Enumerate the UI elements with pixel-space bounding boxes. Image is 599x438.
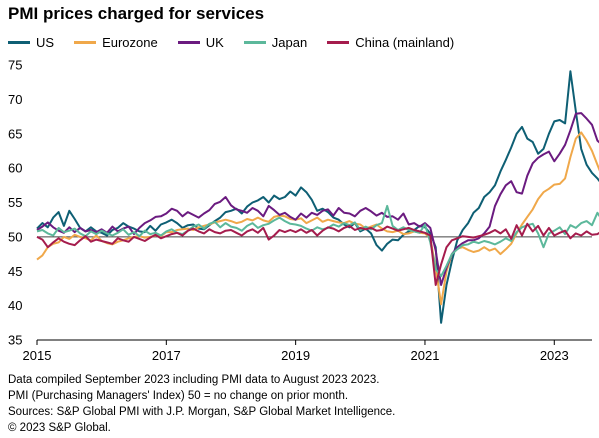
note-line: © 2023 S&P Global. bbox=[8, 422, 111, 434]
y-tick-label: 70 bbox=[8, 92, 22, 107]
chart-legend: US Eurozone UK Japan China (mainland) bbox=[8, 35, 454, 50]
legend-swatch bbox=[8, 41, 30, 44]
legend-item: UK bbox=[177, 35, 224, 50]
series-line-uk bbox=[36, 112, 599, 286]
chart-axes: 35 40 45 50 55 60 65 70 75 2015 2017 2019 2021 2023 bbox=[8, 58, 592, 363]
y-tick-label: 65 bbox=[8, 126, 22, 141]
y-tick-label: 55 bbox=[8, 195, 22, 210]
series-line-china-mainland bbox=[36, 222, 599, 286]
legend-label: Eurozone bbox=[102, 35, 158, 50]
note-line: Sources: S&P Global PMI with J.P. Morgan… bbox=[8, 406, 396, 418]
series-line-eurozone bbox=[36, 131, 599, 306]
x-tick-label: 2017 bbox=[152, 348, 181, 363]
y-tick-label: 40 bbox=[8, 298, 22, 313]
x-tick-label: 2015 bbox=[23, 348, 52, 363]
series-line-us bbox=[36, 70, 599, 324]
legend-swatch bbox=[327, 41, 350, 44]
note-line: Data compiled September 2023 including P… bbox=[8, 374, 380, 386]
legend-swatch bbox=[177, 41, 200, 44]
legend-item: China (mainland) bbox=[327, 35, 454, 50]
chart-series bbox=[36, 70, 599, 324]
y-tick-label: 35 bbox=[8, 333, 22, 348]
chart-title: PMI prices charged for services bbox=[8, 4, 265, 23]
legend-label: Japan bbox=[271, 35, 308, 50]
legend-item: Japan bbox=[243, 35, 308, 50]
y-tick-label: 60 bbox=[8, 161, 22, 176]
chart-notes: Data compiled September 2023 including P… bbox=[8, 372, 395, 436]
y-tick-label: 75 bbox=[8, 58, 22, 73]
x-tick-label: 2023 bbox=[540, 348, 569, 363]
legend-swatch bbox=[74, 41, 97, 44]
x-tick-label: 2021 bbox=[411, 348, 440, 363]
legend-swatch bbox=[243, 41, 266, 44]
legend-label: UK bbox=[205, 35, 224, 50]
y-tick-label: 50 bbox=[8, 229, 22, 244]
legend-item: Eurozone bbox=[74, 35, 158, 50]
line-chart: 35 40 45 50 55 60 65 70 75 2015 2017 2019 2021 2023 bbox=[8, 58, 599, 363]
y-tick-label: 45 bbox=[8, 264, 22, 279]
x-tick-label: 2019 bbox=[281, 348, 310, 363]
legend-item: US bbox=[8, 35, 54, 50]
legend-label: US bbox=[36, 35, 55, 50]
legend-label: China (mainland) bbox=[355, 35, 455, 50]
note-line: PMI (Purchasing Managers' Index) 50 = no… bbox=[8, 390, 349, 402]
